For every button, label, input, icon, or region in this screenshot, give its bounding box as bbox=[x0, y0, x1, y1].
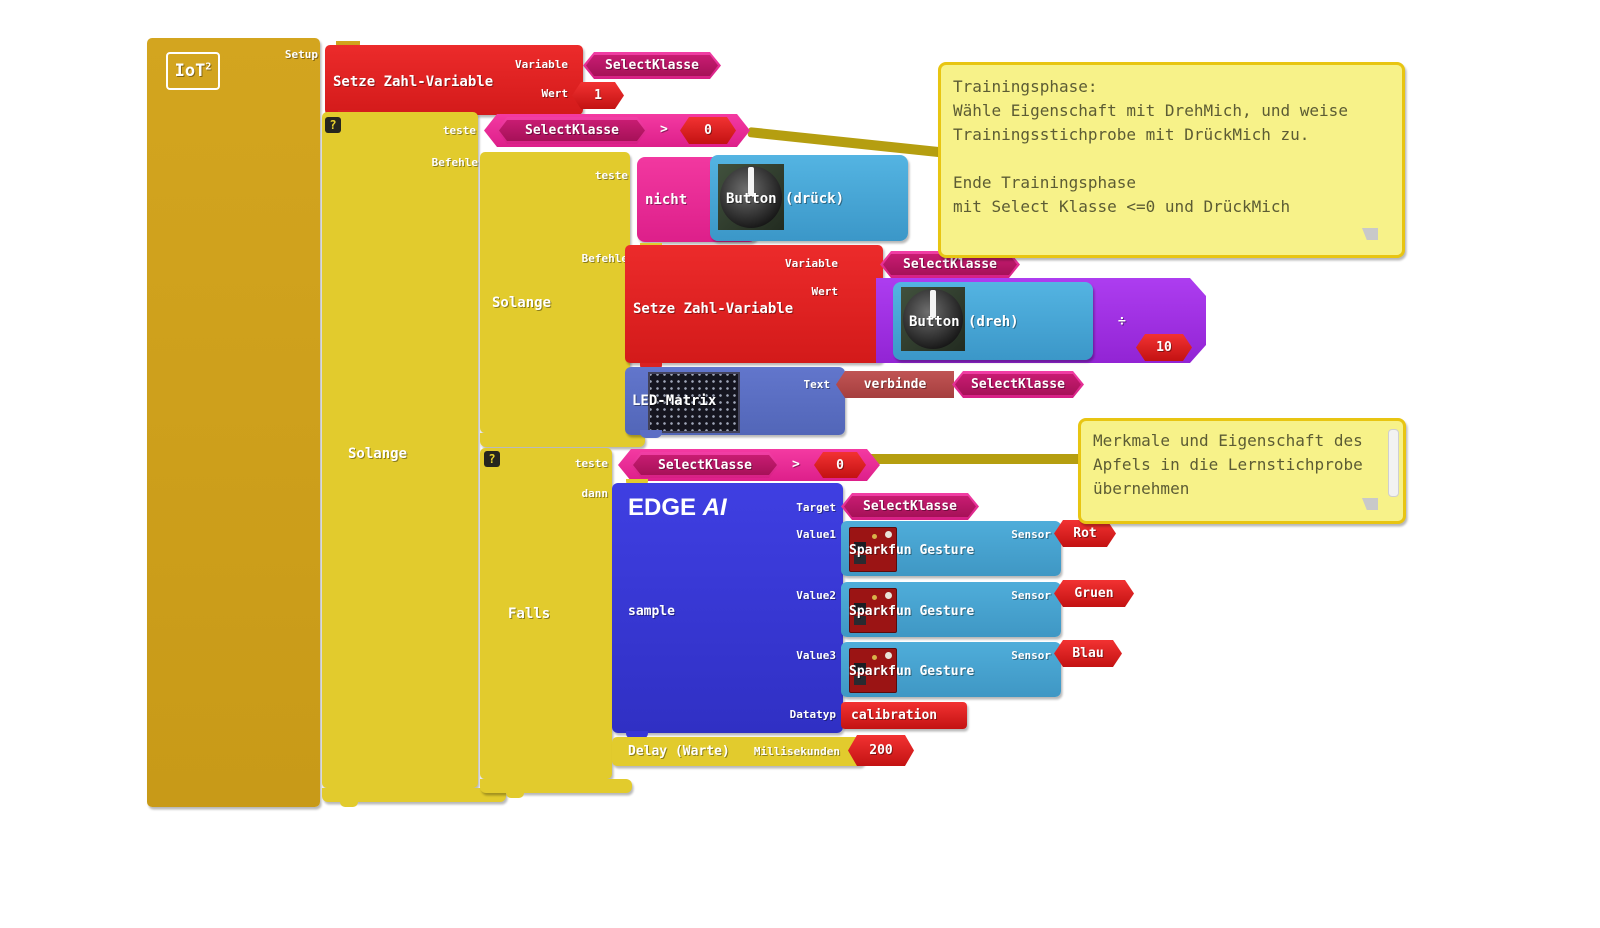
edge-ai-logo: EDGE AI bbox=[628, 494, 727, 521]
outer-befehle-label: Befehle bbox=[431, 156, 478, 169]
set-variable-2-title: Setze Zahl-Variable bbox=[633, 301, 794, 317]
value2-label: Value2 bbox=[796, 589, 836, 602]
knob-button-icon bbox=[901, 287, 965, 351]
condition-2-variable[interactable]: SelectKlasse bbox=[630, 452, 780, 478]
falls-label: Falls bbox=[508, 606, 551, 622]
inner-befehle-label: Befehle bbox=[581, 252, 628, 265]
datatyp-value[interactable]: calibration bbox=[841, 702, 967, 729]
setup-label: Setup bbox=[284, 48, 318, 61]
comment-note-merkmale[interactable]: Merkmale und Eigenschaft des Apfels in d… bbox=[1078, 418, 1406, 524]
value1-label: Value1 bbox=[796, 528, 836, 541]
comment-connector-1 bbox=[747, 127, 946, 158]
text-label: Text bbox=[803, 378, 831, 391]
help-icon[interactable]: ? bbox=[325, 117, 341, 133]
set-variable-1-title: Setze Zahl-Variable bbox=[333, 74, 494, 90]
button-drueck-label: Button (drück) bbox=[726, 191, 845, 207]
note-line: Merkmale und Eigenschaft des bbox=[1093, 431, 1363, 450]
note-line: mit Select Klasse <=0 und DrückMich bbox=[953, 197, 1291, 216]
comment-note-trainingsphase[interactable]: Trainingsphase: Wähle Eigenschaft mit Dr… bbox=[938, 62, 1405, 258]
sparkfun-pcb-icon bbox=[849, 588, 897, 633]
note-line: Ende Trainingsphase bbox=[953, 173, 1137, 192]
set-variable-2-block[interactable] bbox=[625, 245, 883, 363]
sparkfun-pcb-icon bbox=[849, 648, 897, 693]
sparkfun-label-2: Sparkfun Gesture bbox=[849, 604, 975, 619]
edge-ai-block[interactable] bbox=[612, 483, 843, 733]
note-fold-corner bbox=[1362, 498, 1378, 510]
sensor-label-2: Sensor bbox=[1011, 589, 1051, 602]
falls-teste-label: teste bbox=[574, 457, 608, 470]
division-operator: ÷ bbox=[1118, 314, 1126, 329]
delay-value[interactable]: 200 bbox=[848, 735, 914, 766]
outer-teste-label: teste bbox=[442, 124, 476, 137]
falls-block[interactable] bbox=[480, 448, 612, 779]
inner-teste-label: teste bbox=[594, 169, 628, 182]
falls-dann-label: dann bbox=[581, 487, 609, 500]
led-matrix-title: LED-Matrix bbox=[632, 393, 717, 409]
note-scrollbar[interactable] bbox=[1388, 429, 1399, 497]
condition-2[interactable]: SelectKlasse > 0 bbox=[618, 449, 880, 481]
note-line: Trainingsstichprobe mit DrückMich zu. bbox=[953, 125, 1310, 144]
sensor-label-3: Sensor bbox=[1011, 649, 1051, 662]
division-operand[interactable]: 10 bbox=[1136, 334, 1192, 361]
note-fold-corner bbox=[1362, 228, 1378, 240]
condition-2-value[interactable]: 0 bbox=[814, 452, 866, 478]
connector-bump bbox=[340, 802, 358, 807]
sensor-value-3[interactable]: Blau bbox=[1054, 640, 1122, 667]
variable-label-2: Variable bbox=[785, 257, 838, 270]
wert-label: Wert bbox=[541, 87, 569, 100]
condition-2-operator: > bbox=[792, 457, 800, 472]
knob-button-icon bbox=[718, 164, 784, 230]
condition-1[interactable]: SelectKlasse > 0 bbox=[484, 114, 750, 147]
inner-solange-label: Solange bbox=[492, 295, 552, 311]
delay-block[interactable] bbox=[612, 737, 864, 766]
condition-1-operator: > bbox=[660, 122, 668, 137]
iot2-logo: IoT2 bbox=[166, 52, 220, 90]
set-variable-1-block[interactable] bbox=[325, 45, 583, 115]
outer-solange-block[interactable] bbox=[322, 112, 478, 788]
sparkfun-label-3: Sparkfun Gesture bbox=[849, 664, 975, 679]
note-line: Apfels in die Lernstichprobe bbox=[1093, 455, 1363, 474]
datatyp-label: Datatyp bbox=[789, 708, 836, 721]
connector-tab bbox=[626, 731, 648, 739]
value3-label: Value3 bbox=[796, 649, 836, 662]
nicht-label: nicht bbox=[645, 192, 688, 208]
sparkfun-label-1: Sparkfun Gesture bbox=[849, 543, 975, 558]
note-line: übernehmen bbox=[1093, 479, 1190, 498]
variable-label: Variable bbox=[515, 58, 568, 71]
note-line: Trainingsphase: bbox=[953, 77, 1098, 96]
sensor-label-1: Sensor bbox=[1011, 528, 1051, 541]
verbinde-value-pill[interactable]: SelectKlasse bbox=[952, 371, 1084, 398]
note-line: Wähle Eigenschaft mit DrehMich, und weis… bbox=[953, 101, 1348, 120]
led-matrix-icon bbox=[648, 372, 740, 433]
outer-solange-bottom-bar[interactable] bbox=[322, 788, 506, 802]
note-line bbox=[953, 147, 1390, 171]
sample-label: sample bbox=[628, 604, 675, 619]
wert-label-2: Wert bbox=[811, 285, 839, 298]
delay-title: Delay (Warte) bbox=[628, 744, 730, 759]
connector-bump bbox=[506, 793, 524, 798]
variable-value-pill[interactable]: SelectKlasse bbox=[583, 52, 721, 79]
setup-block[interactable] bbox=[147, 38, 320, 807]
inner-solange-block[interactable] bbox=[480, 152, 630, 433]
inner-solange-bottom-bar[interactable] bbox=[480, 433, 645, 447]
sparkfun-pcb-icon bbox=[849, 527, 897, 572]
outer-solange-label: Solange bbox=[348, 446, 408, 462]
help-icon[interactable]: ? bbox=[484, 451, 500, 467]
target-value-pill[interactable]: SelectKlasse bbox=[841, 493, 979, 520]
condition-1-variable[interactable]: SelectKlasse bbox=[496, 117, 648, 144]
sensor-value-2[interactable]: Gruen bbox=[1054, 580, 1134, 607]
button-dreh-label: Button (dreh) bbox=[909, 314, 1019, 330]
falls-bottom-bar[interactable] bbox=[480, 779, 632, 793]
wert-value[interactable]: 1 bbox=[572, 82, 624, 109]
comment-connector-2 bbox=[858, 454, 1082, 464]
verbinde-block[interactable]: verbinde bbox=[836, 371, 954, 398]
condition-1-value[interactable]: 0 bbox=[680, 117, 736, 144]
millisekunden-label: Millisekunden bbox=[753, 745, 840, 758]
sensor-value-1[interactable]: Rot bbox=[1054, 520, 1116, 547]
connector-tab bbox=[640, 430, 662, 438]
target-label: Target bbox=[796, 501, 836, 514]
